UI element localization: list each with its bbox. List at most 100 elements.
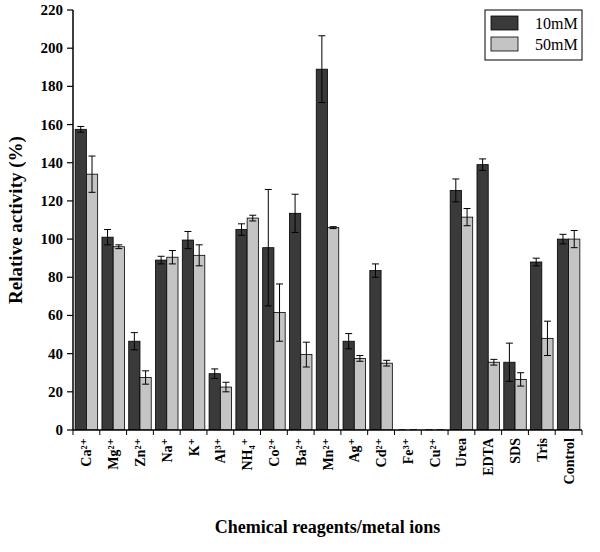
- y-tick-label: 40: [48, 346, 63, 362]
- x-tick-label: Ag⁺: [347, 438, 362, 463]
- y-tick: [67, 238, 73, 239]
- error-bar: [142, 371, 149, 384]
- x-tick: [99, 430, 100, 435]
- x-tick-label: Tris: [535, 437, 550, 461]
- x-tick-label: Fe³⁺: [401, 438, 416, 464]
- bar: [316, 69, 327, 430]
- bars: [75, 36, 580, 430]
- error-bar: [184, 231, 191, 248]
- bar: [569, 239, 580, 430]
- bar: [75, 129, 86, 430]
- bar: [488, 362, 499, 430]
- error-bar: [292, 194, 299, 232]
- y-tick-label: 140: [41, 155, 64, 171]
- bar: [515, 379, 526, 430]
- y-axis: [72, 10, 74, 430]
- x-tick: [555, 430, 556, 435]
- y-tick: [67, 353, 73, 354]
- error-bar: [196, 245, 203, 266]
- y-tick: [67, 162, 73, 163]
- legend-label: 50mM: [535, 36, 578, 53]
- x-tick-label: Urea: [454, 438, 469, 467]
- y-tick: [67, 391, 73, 392]
- x-tick-label: Cd²⁺: [374, 438, 389, 467]
- bar: [113, 247, 124, 430]
- y-tick-label: 80: [48, 269, 63, 285]
- error-bar: [544, 321, 551, 355]
- legend-swatch: [491, 16, 518, 30]
- bar: [102, 237, 113, 430]
- x-tick-label: Control: [562, 438, 577, 485]
- chart: 020406080100120140160180200220Ca²⁺Mg²⁺Zn…: [0, 0, 600, 552]
- x-tick: [421, 430, 422, 435]
- x-tick-label: Cu²⁺: [428, 438, 443, 467]
- x-tick: [340, 430, 341, 435]
- x-tick: [448, 430, 449, 435]
- bar: [182, 240, 193, 430]
- error-bar: [131, 333, 138, 350]
- x-tick: [73, 430, 74, 435]
- x-tick-label: Ba²⁺: [294, 438, 309, 466]
- y-tick: [67, 315, 73, 316]
- error-bar: [330, 227, 337, 229]
- error-bar: [383, 360, 390, 366]
- bar: [86, 174, 97, 430]
- error-bar: [115, 245, 122, 249]
- bar: [220, 387, 231, 430]
- error-bar: [238, 224, 245, 235]
- y-tick: [67, 86, 73, 87]
- legend: 10mM 50mM: [485, 10, 582, 60]
- error-bar: [517, 373, 524, 386]
- y-tick-label: 220: [41, 2, 64, 18]
- x-tick-label: Al³⁺: [213, 438, 228, 464]
- error-bar: [356, 356, 363, 362]
- error-bar: [249, 215, 256, 221]
- x-tick: [528, 430, 529, 435]
- bar: [557, 239, 568, 430]
- bar: [450, 190, 461, 430]
- legend-swatch: [491, 37, 518, 51]
- bar: [167, 257, 178, 430]
- error-bar: [490, 359, 497, 365]
- y-tick-label: 0: [56, 422, 64, 438]
- error-bar: [506, 343, 513, 381]
- error-bar: [559, 234, 566, 244]
- x-tick: [287, 430, 288, 435]
- error-bar: [276, 284, 283, 341]
- error-bar: [303, 342, 310, 367]
- x-tick: [501, 430, 502, 435]
- x-tick: [206, 430, 207, 435]
- bar: [129, 341, 140, 430]
- error-bar: [211, 369, 218, 379]
- error-bar: [77, 126, 84, 132]
- bar: [477, 165, 488, 430]
- error-bar: [222, 382, 229, 392]
- x-axis: [73, 429, 582, 431]
- x-tick-label: K⁺: [187, 438, 202, 456]
- bar: [236, 230, 247, 430]
- x-tick: [474, 430, 475, 435]
- bar: [156, 260, 167, 430]
- bar: [343, 341, 354, 430]
- y-tick: [67, 48, 73, 49]
- error-bar: [158, 256, 165, 264]
- x-tick: [394, 430, 395, 435]
- error-bar: [345, 334, 352, 349]
- legend-label: 10mM: [535, 15, 578, 32]
- x-tick: [126, 430, 127, 435]
- bar: [461, 217, 472, 430]
- x-tick-label: Ca²⁺: [79, 438, 94, 467]
- y-tick-label: 120: [41, 193, 64, 209]
- error-bar: [372, 264, 379, 277]
- y-tick: [67, 200, 73, 201]
- y-tick: [67, 9, 73, 10]
- x-tick-label: Mg²⁺: [106, 438, 121, 470]
- x-tick-label: Co²⁺: [267, 438, 282, 467]
- x-tick: [153, 430, 154, 435]
- bar: [370, 271, 381, 430]
- error-bar: [265, 189, 272, 305]
- error-bar: [318, 36, 325, 103]
- bar: [354, 358, 365, 430]
- y-tick-label: 160: [41, 117, 64, 133]
- bar: [381, 363, 392, 430]
